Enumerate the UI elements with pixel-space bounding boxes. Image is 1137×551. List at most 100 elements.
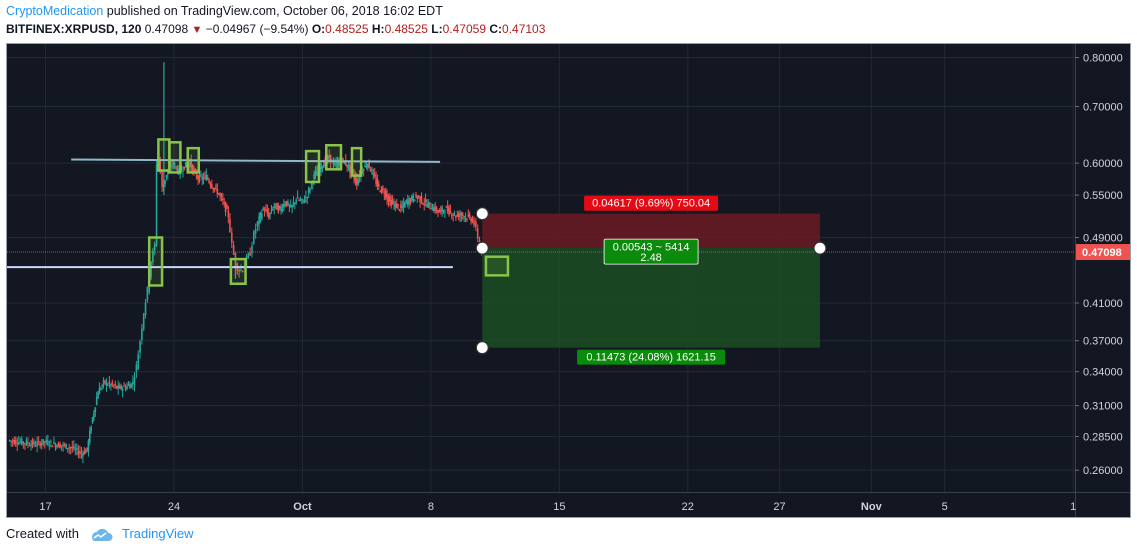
candle-body (373, 174, 376, 177)
position-handle (813, 241, 827, 255)
candle-body (208, 179, 210, 183)
candle-body (104, 380, 106, 384)
candle-body (343, 161, 346, 164)
candle-body (53, 442, 55, 444)
candle-body (368, 160, 370, 168)
chart-area[interactable]: 0.04617 (9.69%) 750.04 0.00543 ~ 5414 2.48… (6, 43, 1131, 518)
candle-body (266, 209, 269, 214)
candle-body (190, 160, 192, 168)
candle-body (211, 184, 213, 188)
candle-body (329, 154, 332, 163)
candle-body (193, 169, 195, 171)
price-chart[interactable]: 0.04617 (9.69%) 750.04 0.00543 ~ 54142.48… (7, 44, 1130, 517)
candle-body (338, 161, 340, 166)
candle-body (378, 183, 380, 187)
candle-body (430, 208, 432, 210)
candle-body (107, 384, 109, 386)
candle-body (132, 381, 134, 384)
tradingview-logo-icon[interactable] (89, 528, 113, 542)
pattern-box (157, 138, 171, 172)
candle-body (426, 204, 428, 207)
candle-body (54, 444, 57, 448)
candle-body (90, 427, 92, 432)
candle-body (313, 174, 315, 179)
candle-body (229, 218, 231, 233)
candle-body (21, 439, 23, 445)
candle-body (294, 202, 296, 204)
candle-body (22, 442, 25, 444)
candle-body (206, 177, 209, 180)
interval[interactable]: 120 (121, 22, 142, 36)
candle-body (461, 214, 464, 216)
candle-body (123, 385, 125, 387)
candle-body (273, 205, 276, 208)
high-label: H: (371, 22, 385, 36)
candle-body (408, 197, 410, 205)
author-link[interactable]: CryptoMedication (6, 4, 104, 18)
price-change: −0.04967 (−9.54%) (205, 22, 309, 36)
candle-body (349, 164, 351, 173)
x-tick-label: 22 (682, 501, 694, 513)
entry-label: 0.00543 ~ 5414 (613, 242, 690, 254)
y-tick-label: 0.26000 (1083, 465, 1123, 477)
candle-body (155, 164, 158, 246)
candle-body (93, 412, 95, 418)
candle-body (183, 166, 186, 170)
candle-body (63, 444, 66, 446)
take-profit-zone (482, 248, 820, 348)
candle-body (171, 165, 173, 168)
candle-body (146, 287, 149, 301)
candle-body (115, 386, 118, 389)
x-tick-label: 27 (773, 501, 785, 513)
candle-body (16, 443, 19, 445)
candle-body (371, 170, 373, 172)
candle-body (471, 218, 474, 222)
symbol[interactable]: BITFINEX:XRPUSD (6, 22, 115, 36)
candle-body (455, 215, 457, 218)
candle-body (27, 442, 29, 444)
candle-body (433, 207, 435, 212)
candle-body (413, 199, 416, 202)
candle-body (69, 447, 72, 449)
candle-body (249, 252, 251, 256)
candle-body (272, 209, 274, 211)
candle-body (82, 453, 84, 457)
candle-body (117, 385, 120, 389)
candle-body (306, 197, 309, 199)
candle-body (184, 162, 187, 168)
candle-body (470, 218, 472, 222)
open-label: O: (311, 22, 326, 36)
candle-body (11, 440, 14, 442)
x-tick-label: 15 (553, 501, 565, 513)
candle-body (411, 195, 413, 201)
candle-body (300, 198, 303, 201)
candle-body (220, 195, 223, 197)
x-tick-label: Nov (861, 501, 883, 513)
candle-body (466, 218, 468, 220)
pattern-box (325, 143, 343, 171)
x-tick-label: 24 (168, 501, 180, 513)
candle-body (68, 447, 71, 449)
candle-body (33, 441, 35, 445)
candle-body (344, 160, 347, 165)
candle-body (354, 176, 357, 182)
candle-body (247, 253, 250, 259)
candle-body (389, 196, 391, 202)
candle-body (84, 450, 87, 454)
y-tick-label: 0.34000 (1083, 367, 1123, 379)
candle-body (298, 199, 300, 201)
candle-body (390, 199, 393, 206)
candle-body (51, 445, 54, 447)
candle-body (422, 203, 424, 205)
candle-body (212, 188, 215, 190)
candle-body (65, 443, 67, 449)
candle-body (152, 250, 154, 262)
candle-body (419, 196, 421, 202)
candle-body (402, 202, 405, 207)
tradingview-link[interactable]: TradingView (122, 526, 194, 541)
candle-body (150, 261, 152, 278)
candle-body (94, 407, 97, 413)
y-tick-label: 0.70000 (1083, 102, 1123, 114)
candle-body (336, 161, 339, 168)
candle-body (285, 201, 288, 206)
